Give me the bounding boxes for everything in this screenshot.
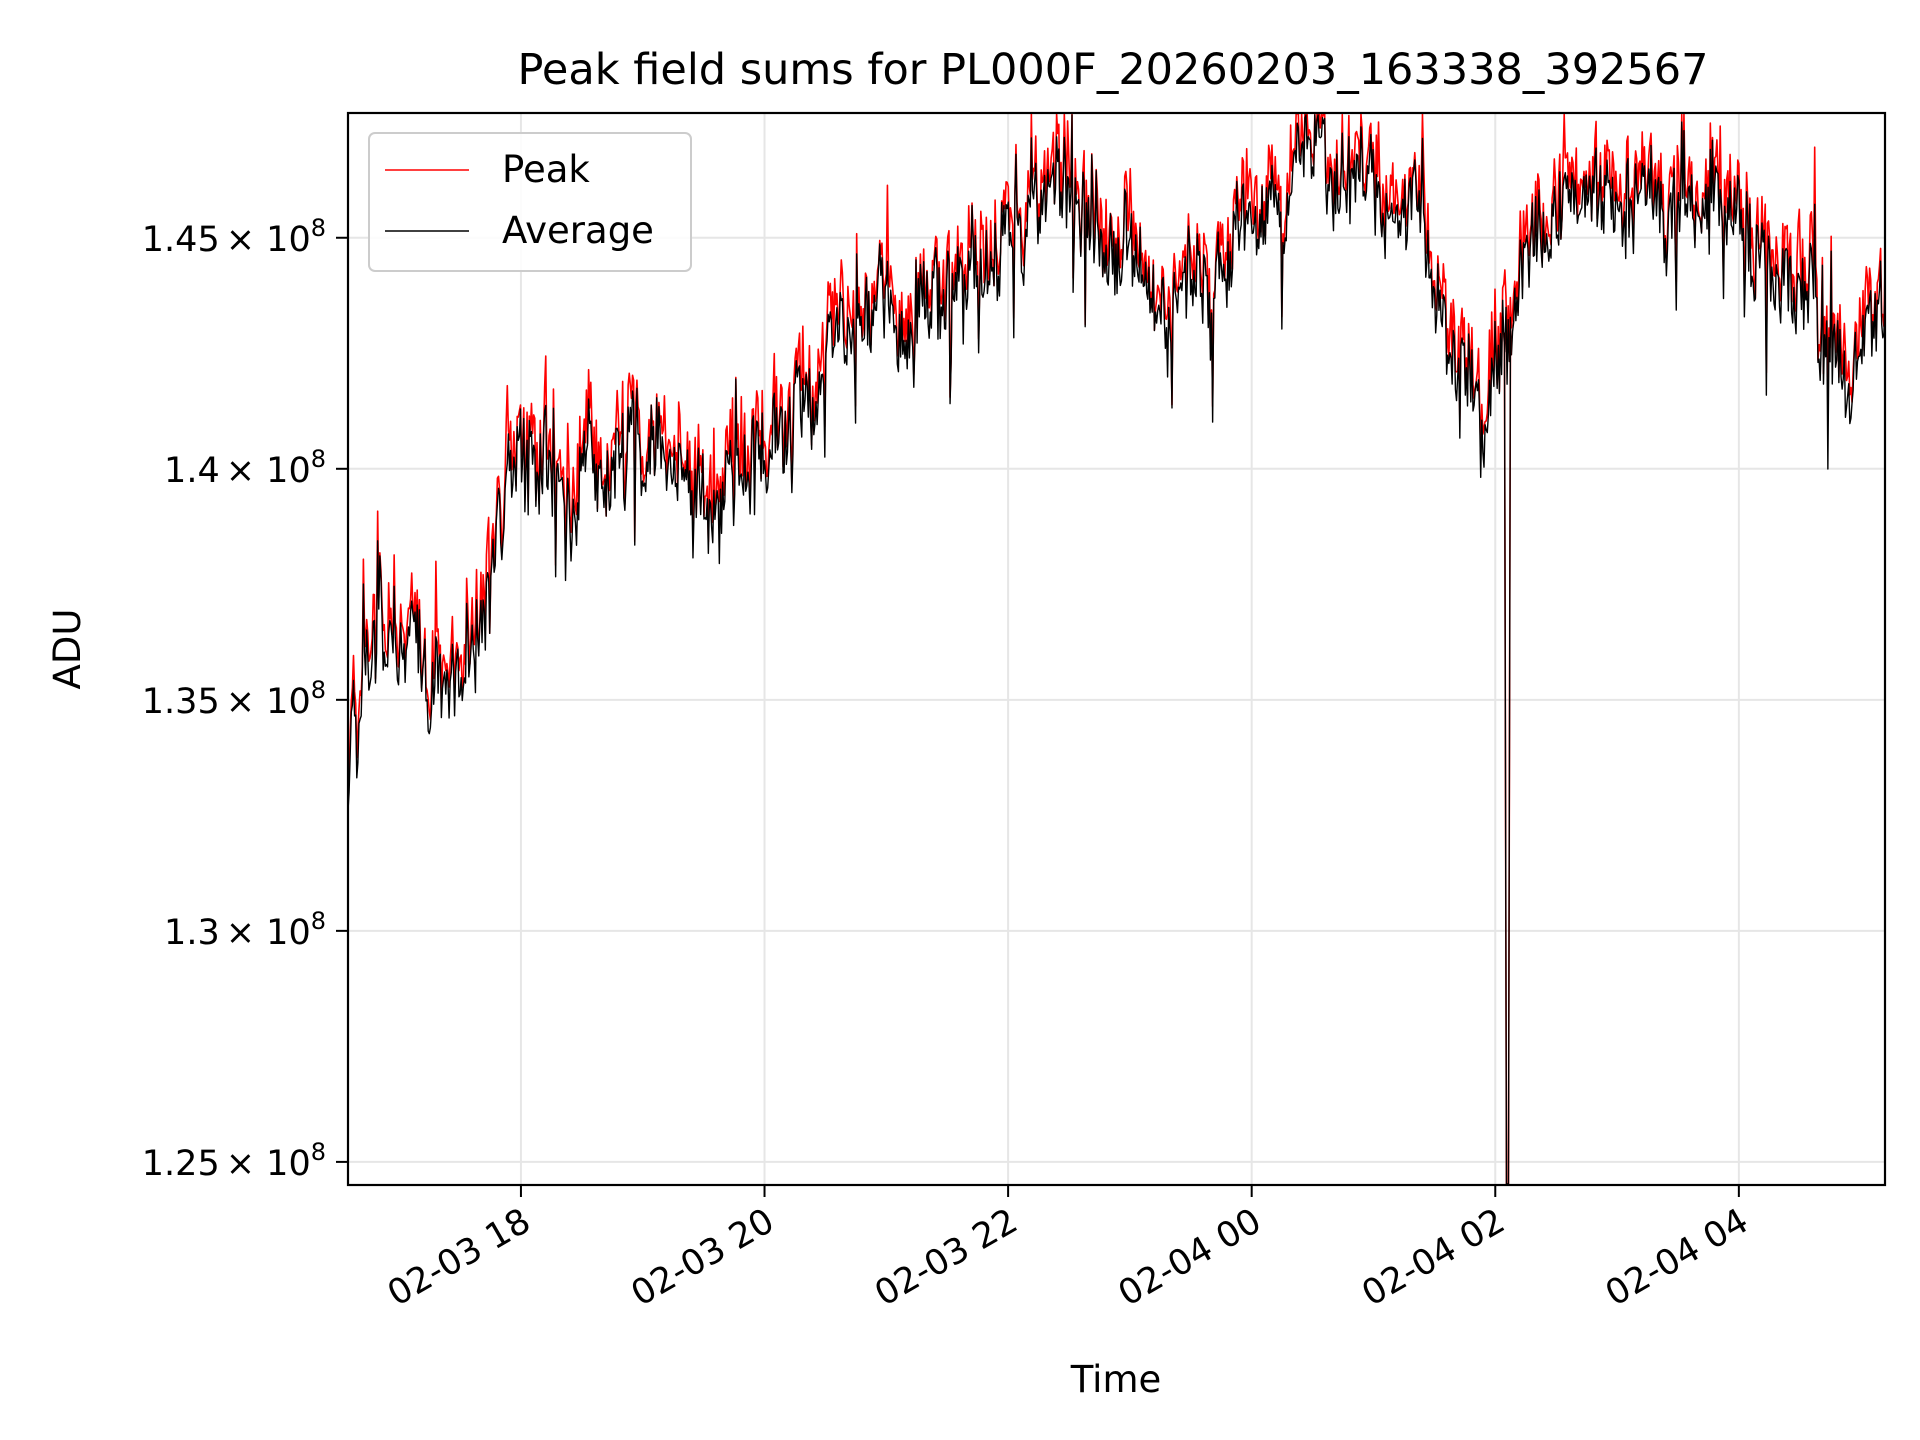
legend: Peak Average [368, 132, 692, 272]
x-axis-label: Time [1070, 1358, 1162, 1401]
legend-average-label: Average [502, 209, 654, 252]
y-tick-label: 1.35 × 108 [142, 676, 326, 722]
average-series-line [347, 114, 1886, 811]
y-axis-ticks: 1.25 × 108 1.3 × 108 1.35 × 108 1.4 × 108 1.45 × … [142, 214, 348, 1184]
y-tick-label: 1.3 × 108 [164, 907, 326, 953]
y-tick-label: 1.4 × 108 [164, 445, 326, 491]
y-tick-label: 1.45 × 108 [142, 214, 326, 260]
chart-title: Peak field sums for PL000F_20260203_1633… [518, 45, 1709, 95]
legend-box [368, 132, 692, 272]
axes-frame [346, 111, 1887, 1187]
y-tick-label: 1.25 × 108 [142, 1138, 326, 1184]
y-axis-label: ADU [46, 609, 89, 690]
legend-peak-label: Peak [502, 148, 590, 191]
